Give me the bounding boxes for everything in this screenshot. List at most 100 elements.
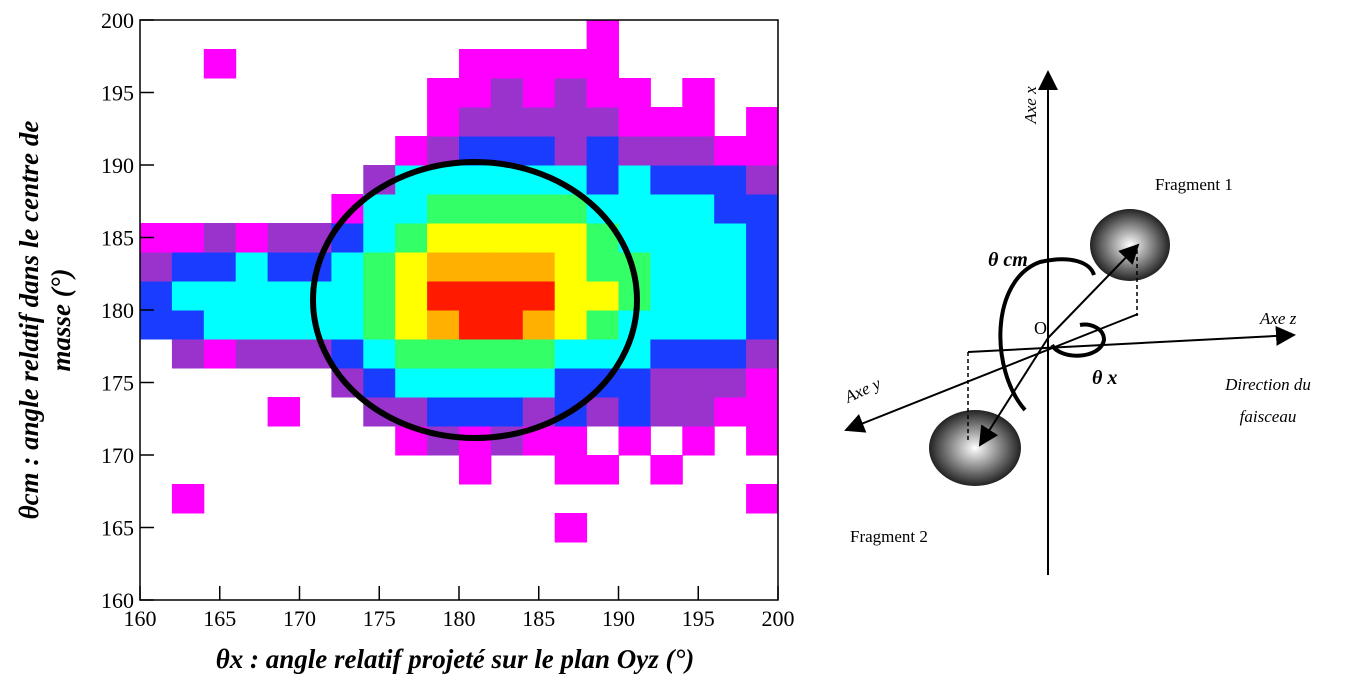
heatmap-cell bbox=[363, 513, 395, 543]
heatmap-cell bbox=[746, 252, 779, 282]
x-tick-label: 160 bbox=[124, 606, 157, 631]
heatmap-cell bbox=[746, 49, 778, 79]
heatmap-cell bbox=[235, 281, 269, 311]
heatmap-cell bbox=[427, 49, 459, 79]
heatmap-cell bbox=[459, 513, 491, 543]
heatmap-cell bbox=[267, 252, 300, 282]
heatmap-cell bbox=[268, 194, 300, 224]
heatmap-cell bbox=[363, 49, 395, 79]
heatmap-cell bbox=[171, 310, 205, 340]
y-axis-label: masse (°) bbox=[46, 268, 76, 371]
heatmap-cell bbox=[714, 136, 747, 166]
heatmap-cell bbox=[522, 107, 556, 137]
heatmap-cell bbox=[331, 571, 363, 601]
heatmap-cell bbox=[363, 252, 396, 282]
heatmap-cell bbox=[555, 484, 587, 514]
beam-label: faisceau bbox=[1240, 407, 1297, 426]
heatmap-cell bbox=[140, 484, 172, 514]
heatmap-cell bbox=[714, 78, 746, 108]
heatmap-cell bbox=[586, 49, 619, 79]
heatmap-cell bbox=[427, 571, 459, 601]
heatmap-cell bbox=[427, 484, 459, 514]
axis-line bbox=[844, 313, 1139, 433]
heatmap-cell bbox=[331, 542, 363, 572]
heatmap-cell bbox=[236, 571, 268, 601]
heatmap-cell bbox=[363, 339, 396, 369]
heatmap-cell bbox=[491, 542, 523, 572]
heatmap-cell bbox=[235, 223, 269, 253]
heatmap-cell bbox=[555, 571, 587, 601]
heatmap-cell bbox=[235, 339, 269, 369]
heatmap-cell bbox=[395, 484, 427, 514]
heatmap-cell bbox=[140, 542, 172, 572]
heatmap-cell bbox=[650, 136, 683, 166]
heatmap-cell bbox=[459, 397, 492, 427]
heatmap-cell bbox=[140, 165, 172, 195]
heatmap-cell bbox=[395, 571, 427, 601]
heatmap-cell bbox=[587, 426, 619, 456]
heatmap-cell bbox=[203, 310, 237, 340]
heatmap-cell bbox=[586, 78, 619, 108]
heatmap-cell bbox=[746, 368, 779, 398]
heatmap-cell bbox=[268, 107, 300, 137]
heatmap-cell bbox=[204, 455, 236, 485]
heatmap-cell bbox=[554, 107, 588, 137]
heatmap-cell bbox=[714, 310, 747, 340]
heatmap-cell bbox=[619, 484, 651, 514]
heatmap-cell bbox=[714, 397, 747, 427]
heatmap-cell bbox=[554, 339, 588, 369]
heatmap-cell bbox=[459, 368, 492, 398]
heatmap-cell bbox=[491, 484, 523, 514]
heatmap-cell bbox=[554, 281, 588, 311]
heatmap-cell bbox=[268, 542, 300, 572]
heatmap-cell bbox=[522, 194, 556, 224]
heatmap-cell bbox=[172, 426, 204, 456]
heatmap-cell bbox=[746, 194, 779, 224]
heatmap-cell bbox=[746, 223, 779, 253]
heatmap-cell bbox=[459, 571, 491, 601]
heatmap-cell bbox=[268, 368, 300, 398]
heatmap-cell bbox=[682, 426, 715, 456]
heatmap-cell bbox=[618, 397, 651, 427]
heatmap-cell bbox=[650, 165, 683, 195]
heatmap-cell bbox=[650, 281, 683, 311]
heatmap-cell bbox=[235, 310, 269, 340]
heatmap-cell bbox=[140, 20, 172, 50]
heatmap-cell bbox=[554, 310, 588, 340]
heatmap-cell bbox=[268, 571, 300, 601]
heatmap-cell bbox=[619, 455, 651, 485]
heatmap-cell bbox=[490, 310, 524, 340]
y-tick-label: 185 bbox=[101, 226, 134, 251]
y-tick-label: 200 bbox=[101, 8, 134, 33]
heatmap-cell bbox=[300, 571, 332, 601]
heatmap-cell bbox=[650, 107, 683, 137]
heatmap-cell bbox=[746, 426, 779, 456]
heatmap-cell bbox=[268, 484, 300, 514]
heatmap-cell bbox=[682, 165, 715, 195]
heatmap-cell bbox=[459, 49, 492, 79]
heatmap-cell bbox=[490, 223, 524, 253]
heatmap-cell bbox=[427, 223, 460, 253]
heatmap-cell bbox=[395, 20, 427, 50]
heatmap-cell bbox=[682, 484, 714, 514]
heatmap-cell bbox=[650, 310, 683, 340]
heatmap-cell bbox=[171, 484, 205, 514]
heatmap-cell bbox=[172, 542, 204, 572]
heatmap-cell bbox=[586, 136, 619, 166]
heatmap-cell bbox=[459, 165, 492, 195]
heatmap-cell bbox=[459, 484, 491, 514]
x-tick-label: 175 bbox=[363, 606, 396, 631]
heatmap-cell bbox=[619, 49, 651, 79]
x-axis-label: θx : angle relatif projeté sur le plan O… bbox=[216, 644, 695, 674]
heatmap-cell bbox=[586, 20, 619, 50]
heatmap-cell bbox=[619, 571, 651, 601]
heatmap-cell bbox=[650, 252, 683, 282]
heatmap-cell bbox=[204, 513, 236, 543]
heatmap-cell bbox=[236, 397, 268, 427]
heatmap-cell bbox=[395, 136, 428, 166]
heatmap-cell bbox=[682, 107, 715, 137]
heatmap-cell bbox=[236, 455, 268, 485]
heatmap-cell bbox=[236, 484, 268, 514]
angle-arc bbox=[998, 257, 1096, 412]
heatmap-cell bbox=[682, 339, 715, 369]
